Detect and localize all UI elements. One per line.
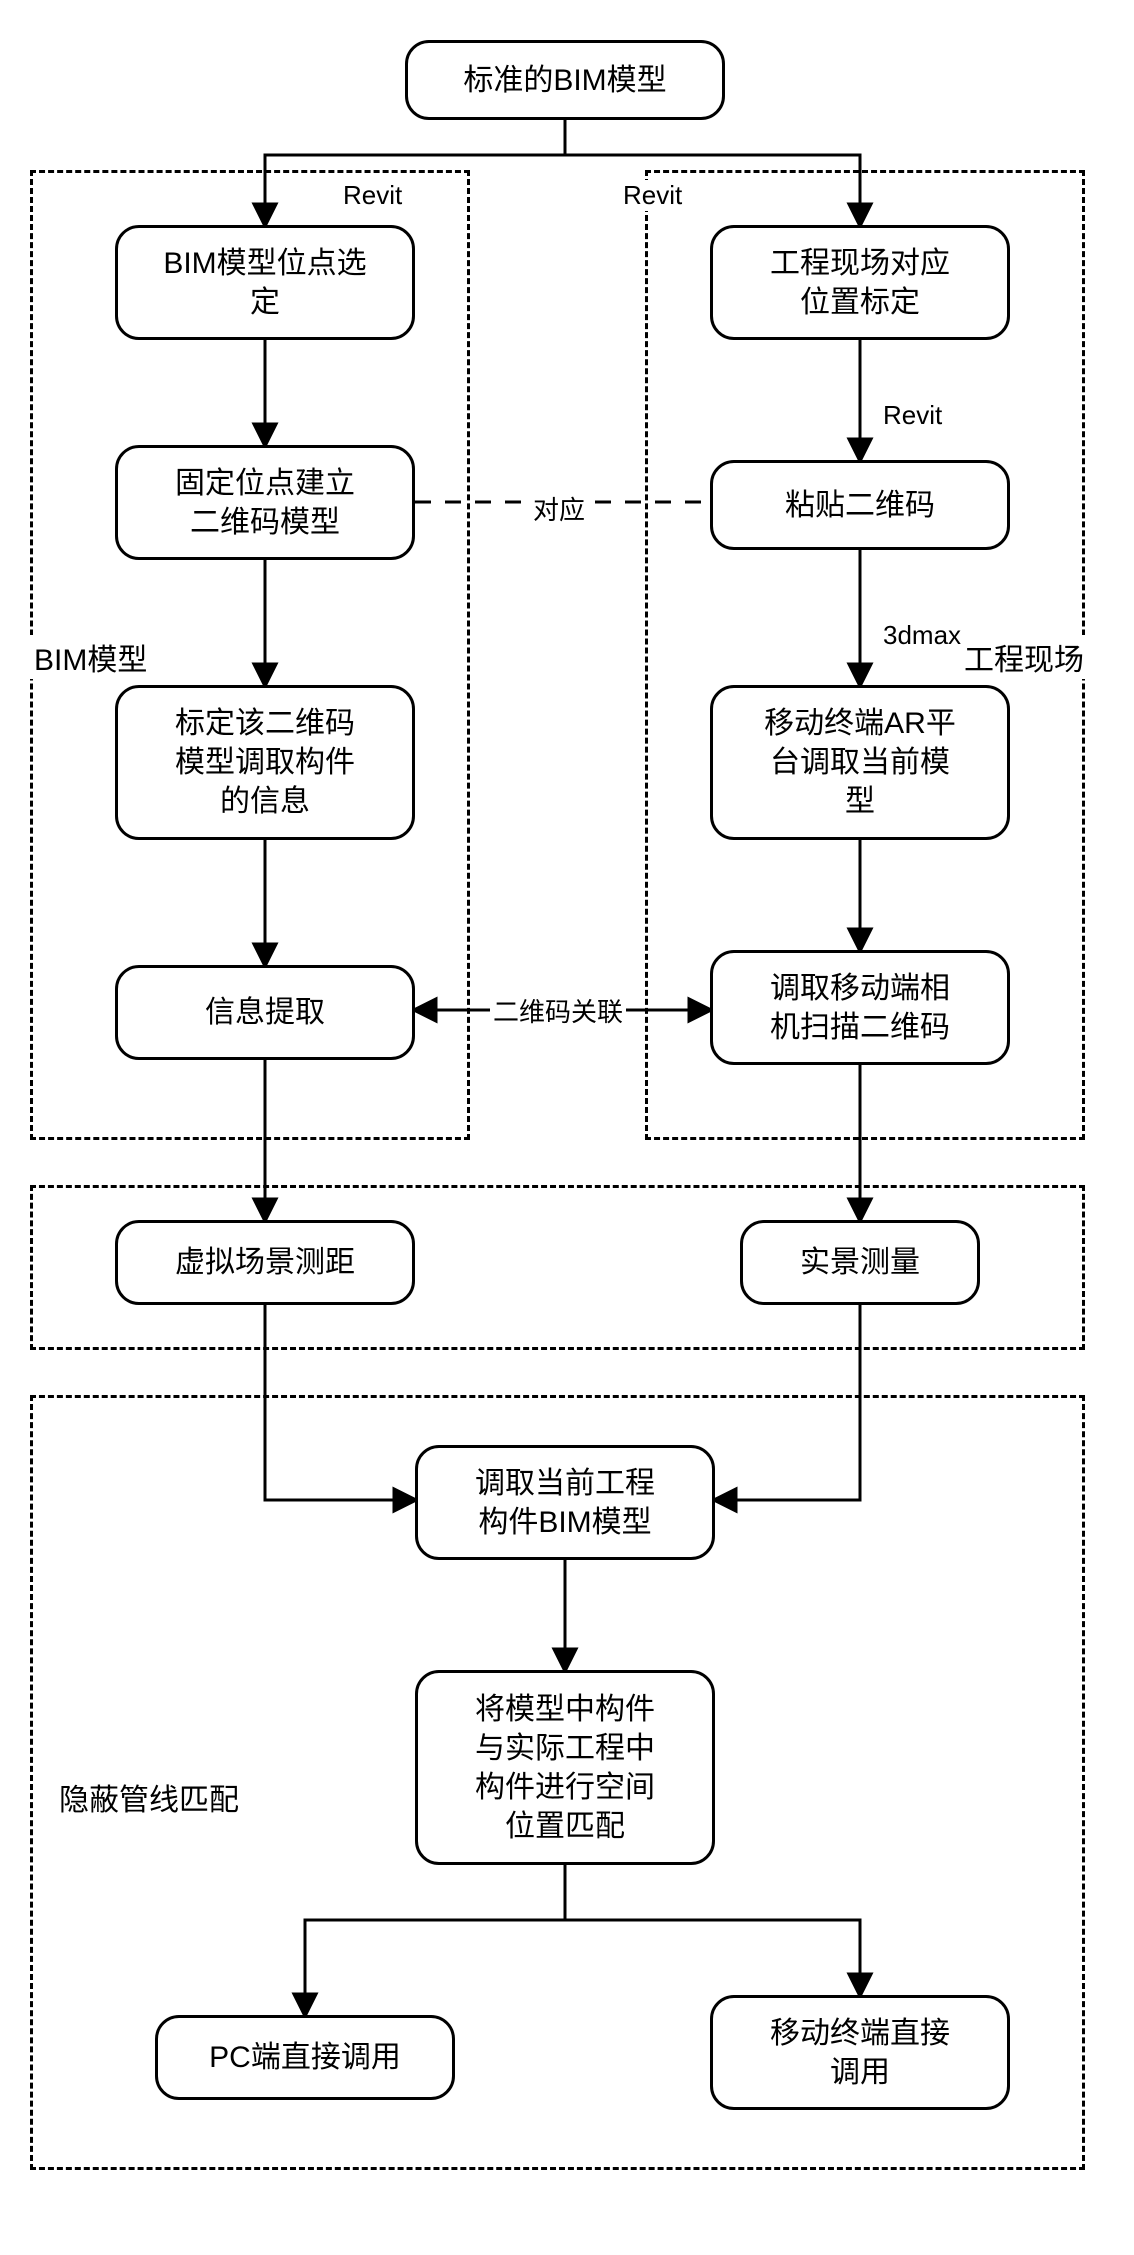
group-label-match: 隐蔽管线匹配 — [55, 1775, 243, 1819]
node-virtual-measure: 虚拟场景测距 — [115, 1220, 415, 1305]
node-start: 标准的BIM模型 — [405, 40, 725, 120]
node-mobile-invoke: 移动终端直接调用 — [710, 1995, 1010, 2110]
edge-label-e_r2_r3: 3dmax — [880, 620, 964, 651]
node-label: 虚拟场景测距 — [175, 1243, 355, 1282]
node-info-extract: 信息提取 — [115, 965, 415, 1060]
edge-label-e_start_r: Revit — [620, 180, 685, 211]
node-fetch-bim-component: 调取当前工程构件BIM模型 — [415, 1445, 715, 1560]
edge-label-e_l2_r2: 对应 — [530, 490, 588, 527]
node-label: 移动终端AR平台调取当前模型 — [764, 704, 956, 821]
node-site-position-mark: 工程现场对应位置标定 — [710, 225, 1010, 340]
node-label: 调取当前工程构件BIM模型 — [475, 1464, 655, 1542]
node-mark-qrcode-info: 标定该二维码模型调取构件的信息 — [115, 685, 415, 840]
edge-label-e_start_l: Revit — [340, 180, 405, 211]
node-label: 工程现场对应位置标定 — [770, 244, 950, 322]
node-real-measure: 实景测量 — [740, 1220, 980, 1305]
node-scan-qrcode: 调取移动端相机扫描二维码 — [710, 950, 1010, 1065]
node-build-qrcode-model: 固定位点建立二维码模型 — [115, 445, 415, 560]
node-label: 标准的BIM模型 — [463, 61, 666, 100]
node-label: 标定该二维码模型调取构件的信息 — [175, 704, 355, 821]
node-bim-point-select: BIM模型位点选定 — [115, 225, 415, 340]
node-label: 粘贴二维码 — [785, 486, 935, 525]
group-label-bim: BIM模型 — [30, 635, 151, 679]
node-label: 实景测量 — [800, 1243, 920, 1282]
node-spatial-match: 将模型中构件与实际工程中构件进行空间位置匹配 — [415, 1670, 715, 1865]
group-label-site: 工程现场 — [960, 635, 1088, 679]
node-label: 移动终端直接调用 — [770, 2014, 950, 2092]
node-ar-fetch-model: 移动终端AR平台调取当前模型 — [710, 685, 1010, 840]
edge-label-e_l4_r4: 二维码关联 — [490, 992, 626, 1029]
node-pc-invoke: PC端直接调用 — [155, 2015, 455, 2100]
node-label: PC端直接调用 — [209, 2038, 401, 2077]
node-label: BIM模型位点选定 — [163, 244, 366, 322]
node-label: 将模型中构件与实际工程中构件进行空间位置匹配 — [475, 1690, 655, 1846]
node-label: 调取移动端相机扫描二维码 — [770, 969, 950, 1047]
edge-label-e_r1_r2: Revit — [880, 400, 945, 431]
node-label: 固定位点建立二维码模型 — [175, 464, 355, 542]
node-paste-qrcode: 粘贴二维码 — [710, 460, 1010, 550]
node-label: 信息提取 — [205, 993, 325, 1032]
